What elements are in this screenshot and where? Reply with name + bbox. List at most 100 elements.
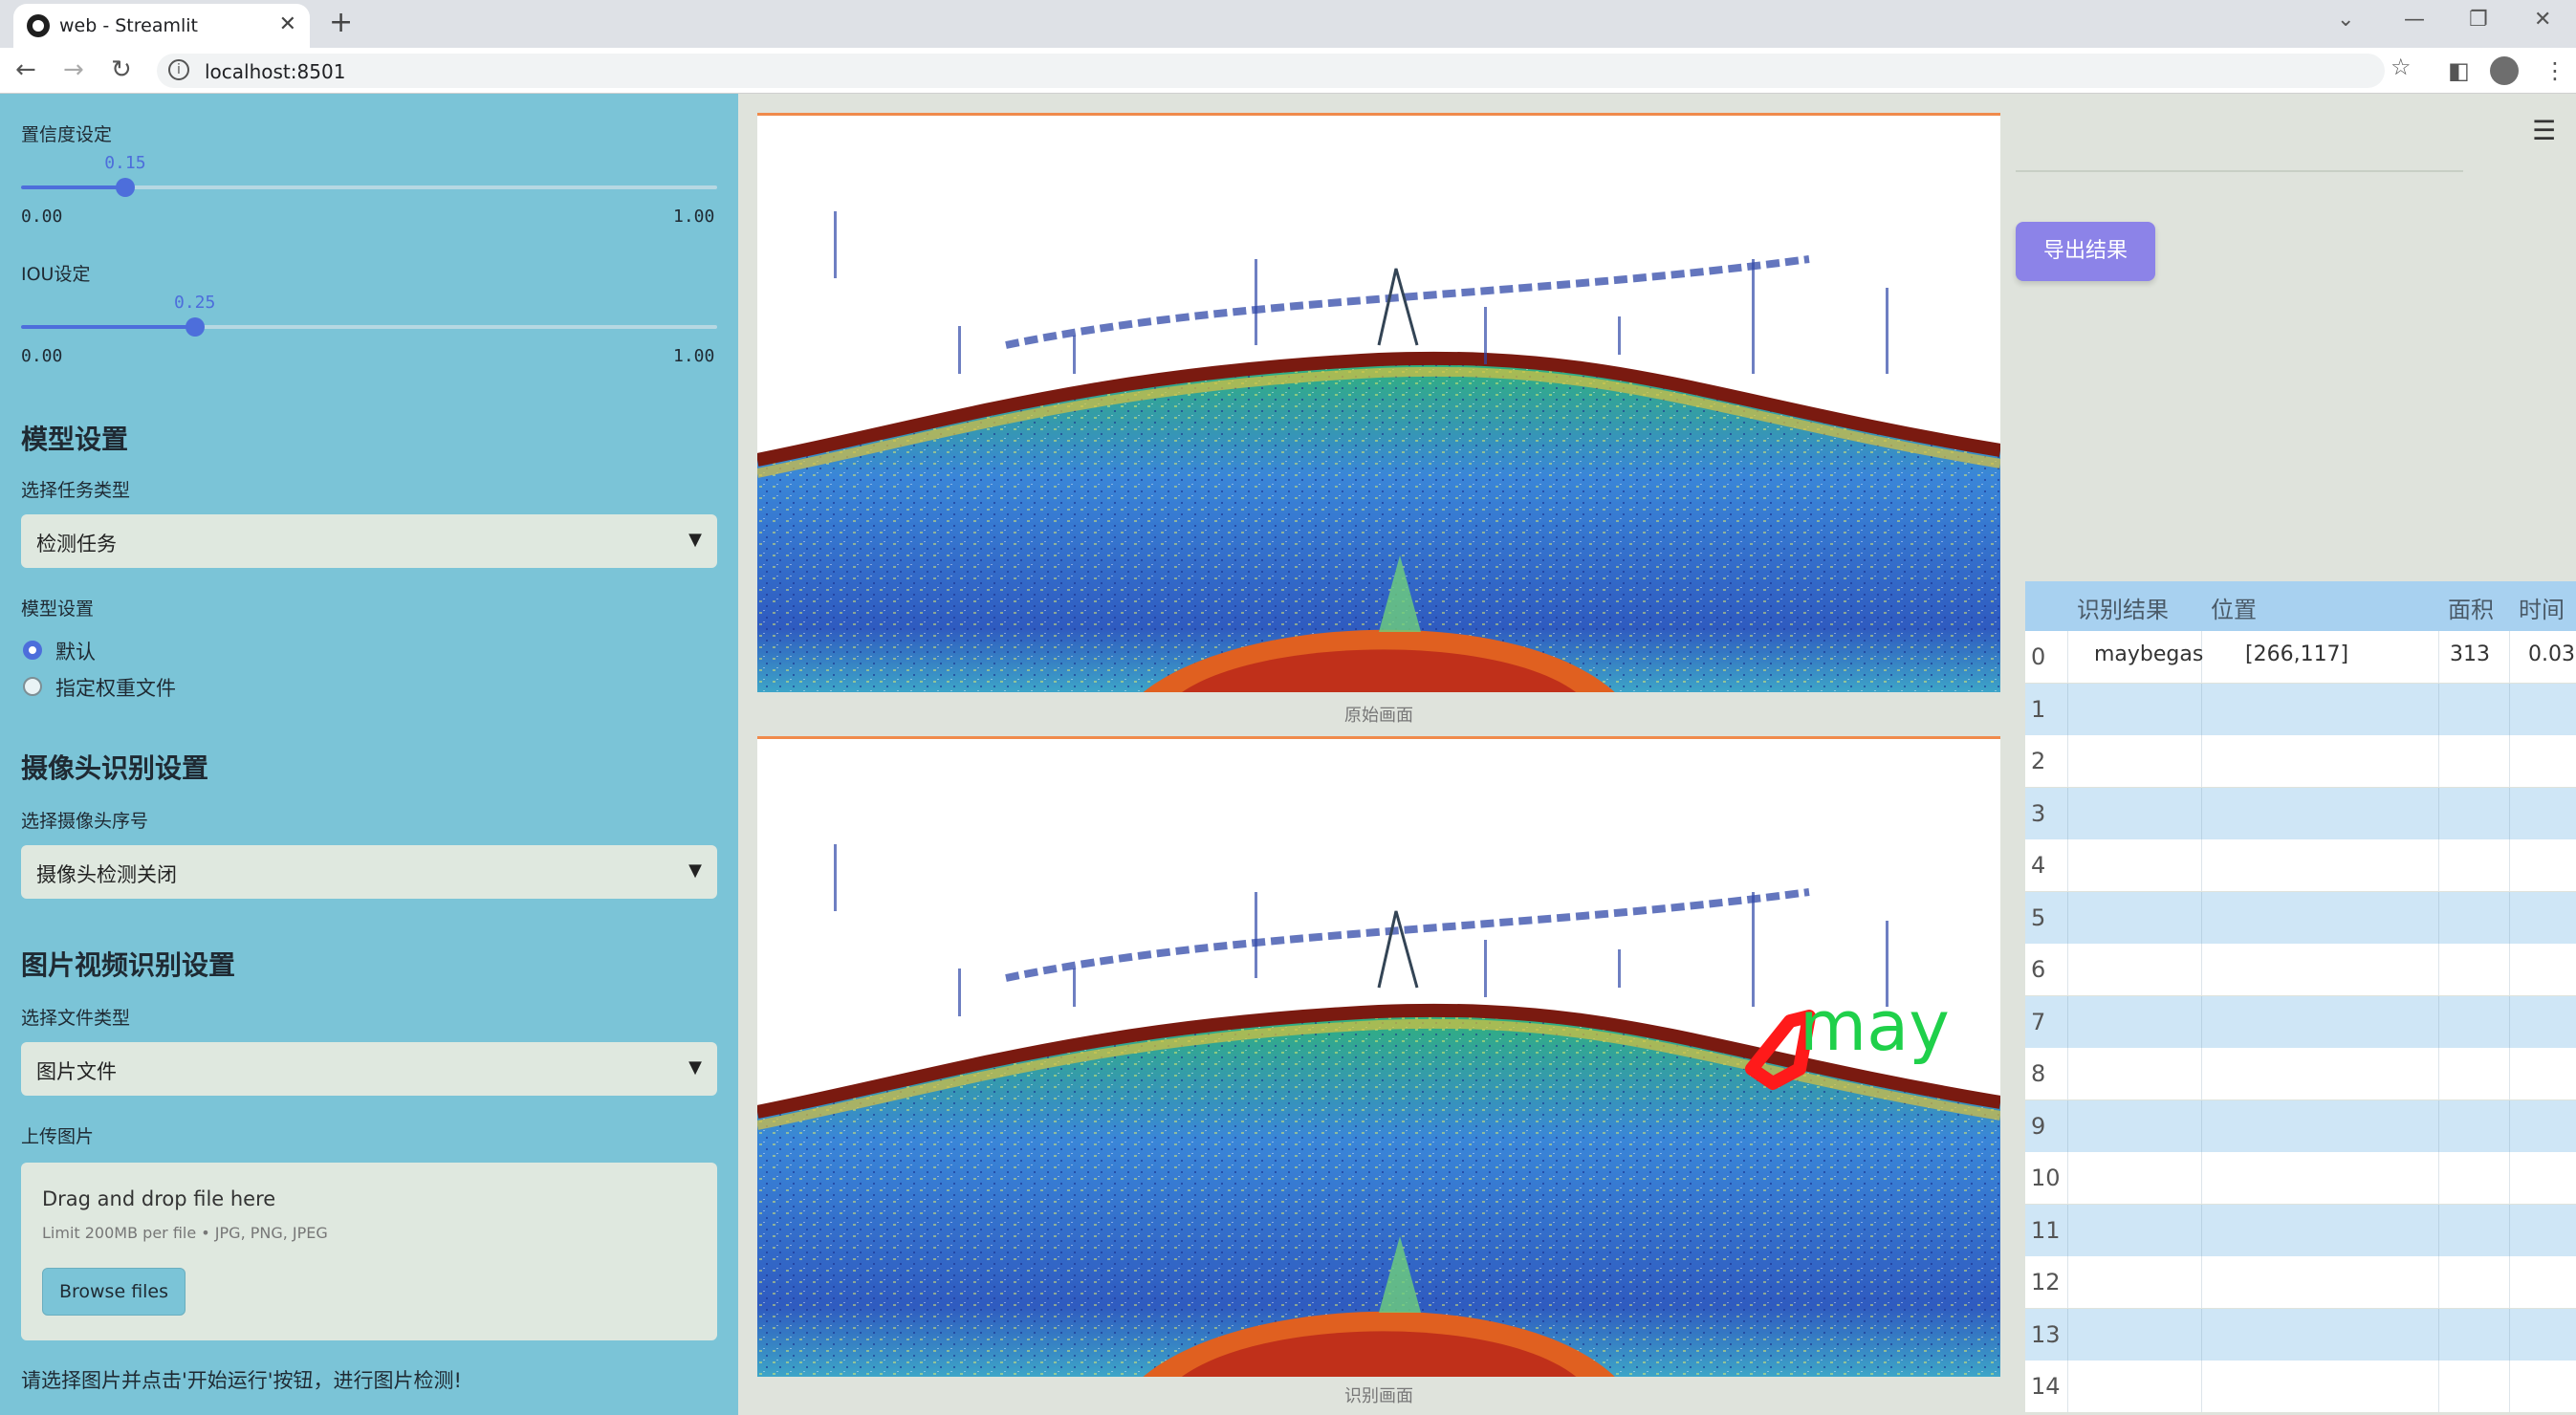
- confidence-slider[interactable]: [21, 185, 717, 189]
- table-row[interactable]: 10: [2025, 1152, 2576, 1204]
- column-separator: [2067, 996, 2068, 1048]
- new-tab-icon[interactable]: +: [329, 6, 353, 39]
- cell-index: 4: [2031, 852, 2045, 879]
- table-row[interactable]: 1: [2025, 684, 2576, 735]
- column-separator: [2438, 1152, 2439, 1204]
- table-row[interactable]: 0 maybegas [266,117] 313 0.03: [2025, 631, 2576, 683]
- forward-icon[interactable]: →: [63, 55, 84, 84]
- column-separator: [2201, 1361, 2202, 1412]
- table-row[interactable]: 13: [2025, 1309, 2576, 1361]
- column-separator: [2067, 1048, 2068, 1099]
- column-separator: [2201, 1309, 2202, 1361]
- file-type-label: 选择文件类型: [21, 1004, 130, 1030]
- task-type-select[interactable]: 检测任务 ▼: [21, 514, 717, 568]
- browser-tab[interactable]: web - Streamlit ✕: [13, 4, 310, 48]
- radio-default[interactable]: [23, 641, 42, 660]
- profile-avatar-icon[interactable]: [2490, 56, 2519, 85]
- close-window-icon[interactable]: ✕: [2534, 8, 2551, 32]
- column-separator: [2438, 996, 2439, 1048]
- table-row[interactable]: 9: [2025, 1100, 2576, 1152]
- iou-label: IOU设定: [21, 260, 90, 286]
- restore-icon[interactable]: ❐: [2469, 8, 2488, 32]
- browse-files-button[interactable]: Browse files: [42, 1268, 186, 1316]
- table-row[interactable]: 6: [2025, 944, 2576, 995]
- column-separator: [2067, 839, 2068, 891]
- cell-result: maybegas: [2094, 642, 2203, 666]
- chevron-down-icon: ▼: [688, 1057, 702, 1078]
- column-separator: [2201, 1256, 2202, 1308]
- tab-list-chevron-icon[interactable]: ⌄: [2337, 8, 2354, 32]
- column-separator: [2201, 1152, 2202, 1204]
- iou-slider-fill: [21, 325, 195, 329]
- radio-default-label: 默认: [55, 637, 96, 665]
- header-position[interactable]: 位置: [2211, 591, 2257, 624]
- column-separator: [2438, 1100, 2439, 1152]
- column-separator: [2201, 735, 2202, 787]
- column-separator: [2438, 684, 2439, 735]
- camera-value: 摄像头检测关闭: [36, 860, 177, 888]
- sidepanel-icon[interactable]: ◧: [2448, 57, 2470, 84]
- file-type-value: 图片文件: [36, 1056, 117, 1085]
- table-row[interactable]: 12: [2025, 1256, 2576, 1308]
- original-caption: 原始画面: [757, 702, 2000, 727]
- table-row[interactable]: 8: [2025, 1048, 2576, 1099]
- cell-area: 313: [2450, 642, 2490, 666]
- minimize-icon[interactable]: —: [2404, 8, 2425, 32]
- file-type-select[interactable]: 图片文件 ▼: [21, 1042, 717, 1096]
- export-results-button[interactable]: 导出结果: [2016, 222, 2155, 281]
- column-separator: [2509, 1205, 2510, 1256]
- table-row[interactable]: 11: [2025, 1205, 2576, 1256]
- header-area[interactable]: 面积: [2448, 591, 2494, 624]
- hamburger-menu-icon[interactable]: ☰: [2532, 115, 2556, 146]
- header-result[interactable]: 识别结果: [2077, 591, 2169, 624]
- cell-index: 10: [2031, 1165, 2061, 1191]
- cell-index: 12: [2031, 1269, 2061, 1295]
- column-separator: [2509, 788, 2510, 839]
- table-row[interactable]: 5: [2025, 892, 2576, 944]
- streamlit-favicon-icon: [27, 14, 50, 37]
- cell-index: 0: [2031, 643, 2045, 670]
- column-separator: [2201, 684, 2202, 735]
- original-sonar-image: [757, 116, 2000, 692]
- table-row[interactable]: 2: [2025, 735, 2576, 787]
- iou-max: 1.00: [673, 346, 714, 366]
- cell-index: 14: [2031, 1373, 2061, 1400]
- table-row[interactable]: 7: [2025, 996, 2576, 1048]
- cell-position: [266,117]: [2245, 642, 2348, 666]
- iou-slider[interactable]: [21, 325, 717, 329]
- url-text: localhost:8501: [205, 60, 345, 83]
- column-separator: [2067, 684, 2068, 735]
- cell-time: 0.03: [2528, 642, 2575, 666]
- column-separator: [2067, 1361, 2068, 1412]
- radio-custom-weights[interactable]: [23, 677, 42, 696]
- iou-min: 0.00: [21, 346, 62, 366]
- bookmark-star-icon[interactable]: ☆: [2390, 54, 2412, 80]
- column-separator: [2438, 735, 2439, 787]
- column-separator: [2438, 1205, 2439, 1256]
- column-separator: [2438, 892, 2439, 944]
- table-row[interactable]: 14: [2025, 1361, 2576, 1412]
- table-row[interactable]: 3: [2025, 788, 2576, 839]
- radio-custom-weights-label: 指定权重文件: [55, 673, 176, 702]
- url-field[interactable]: i localhost:8501 ☆: [157, 54, 2385, 88]
- camera-select[interactable]: 摄像头检测关闭 ▼: [21, 845, 717, 899]
- iou-slider-thumb[interactable]: [186, 317, 205, 337]
- confidence-slider-thumb[interactable]: [116, 178, 135, 197]
- site-info-icon[interactable]: i: [168, 59, 189, 80]
- cell-index: 8: [2031, 1060, 2045, 1087]
- column-separator: [2438, 1048, 2439, 1099]
- header-time[interactable]: 时间: [2519, 591, 2565, 624]
- camera-heading: 摄像头识别设置: [21, 748, 208, 786]
- detection-label: may: [1800, 986, 1950, 1066]
- file-uploader-dropzone[interactable]: Drag and drop file here Limit 200MB per …: [21, 1163, 717, 1340]
- column-separator: [2067, 1152, 2068, 1204]
- column-separator: [2201, 1205, 2202, 1256]
- column-separator: [2201, 892, 2202, 944]
- table-row[interactable]: 4: [2025, 839, 2576, 891]
- cell-index: 2: [2031, 748, 2045, 774]
- close-tab-icon[interactable]: ✕: [279, 12, 296, 36]
- column-separator: [2438, 631, 2439, 683]
- reload-icon[interactable]: ↻: [111, 55, 132, 84]
- browser-menu-icon[interactable]: ⋮: [2543, 57, 2566, 84]
- back-icon[interactable]: ←: [15, 55, 36, 84]
